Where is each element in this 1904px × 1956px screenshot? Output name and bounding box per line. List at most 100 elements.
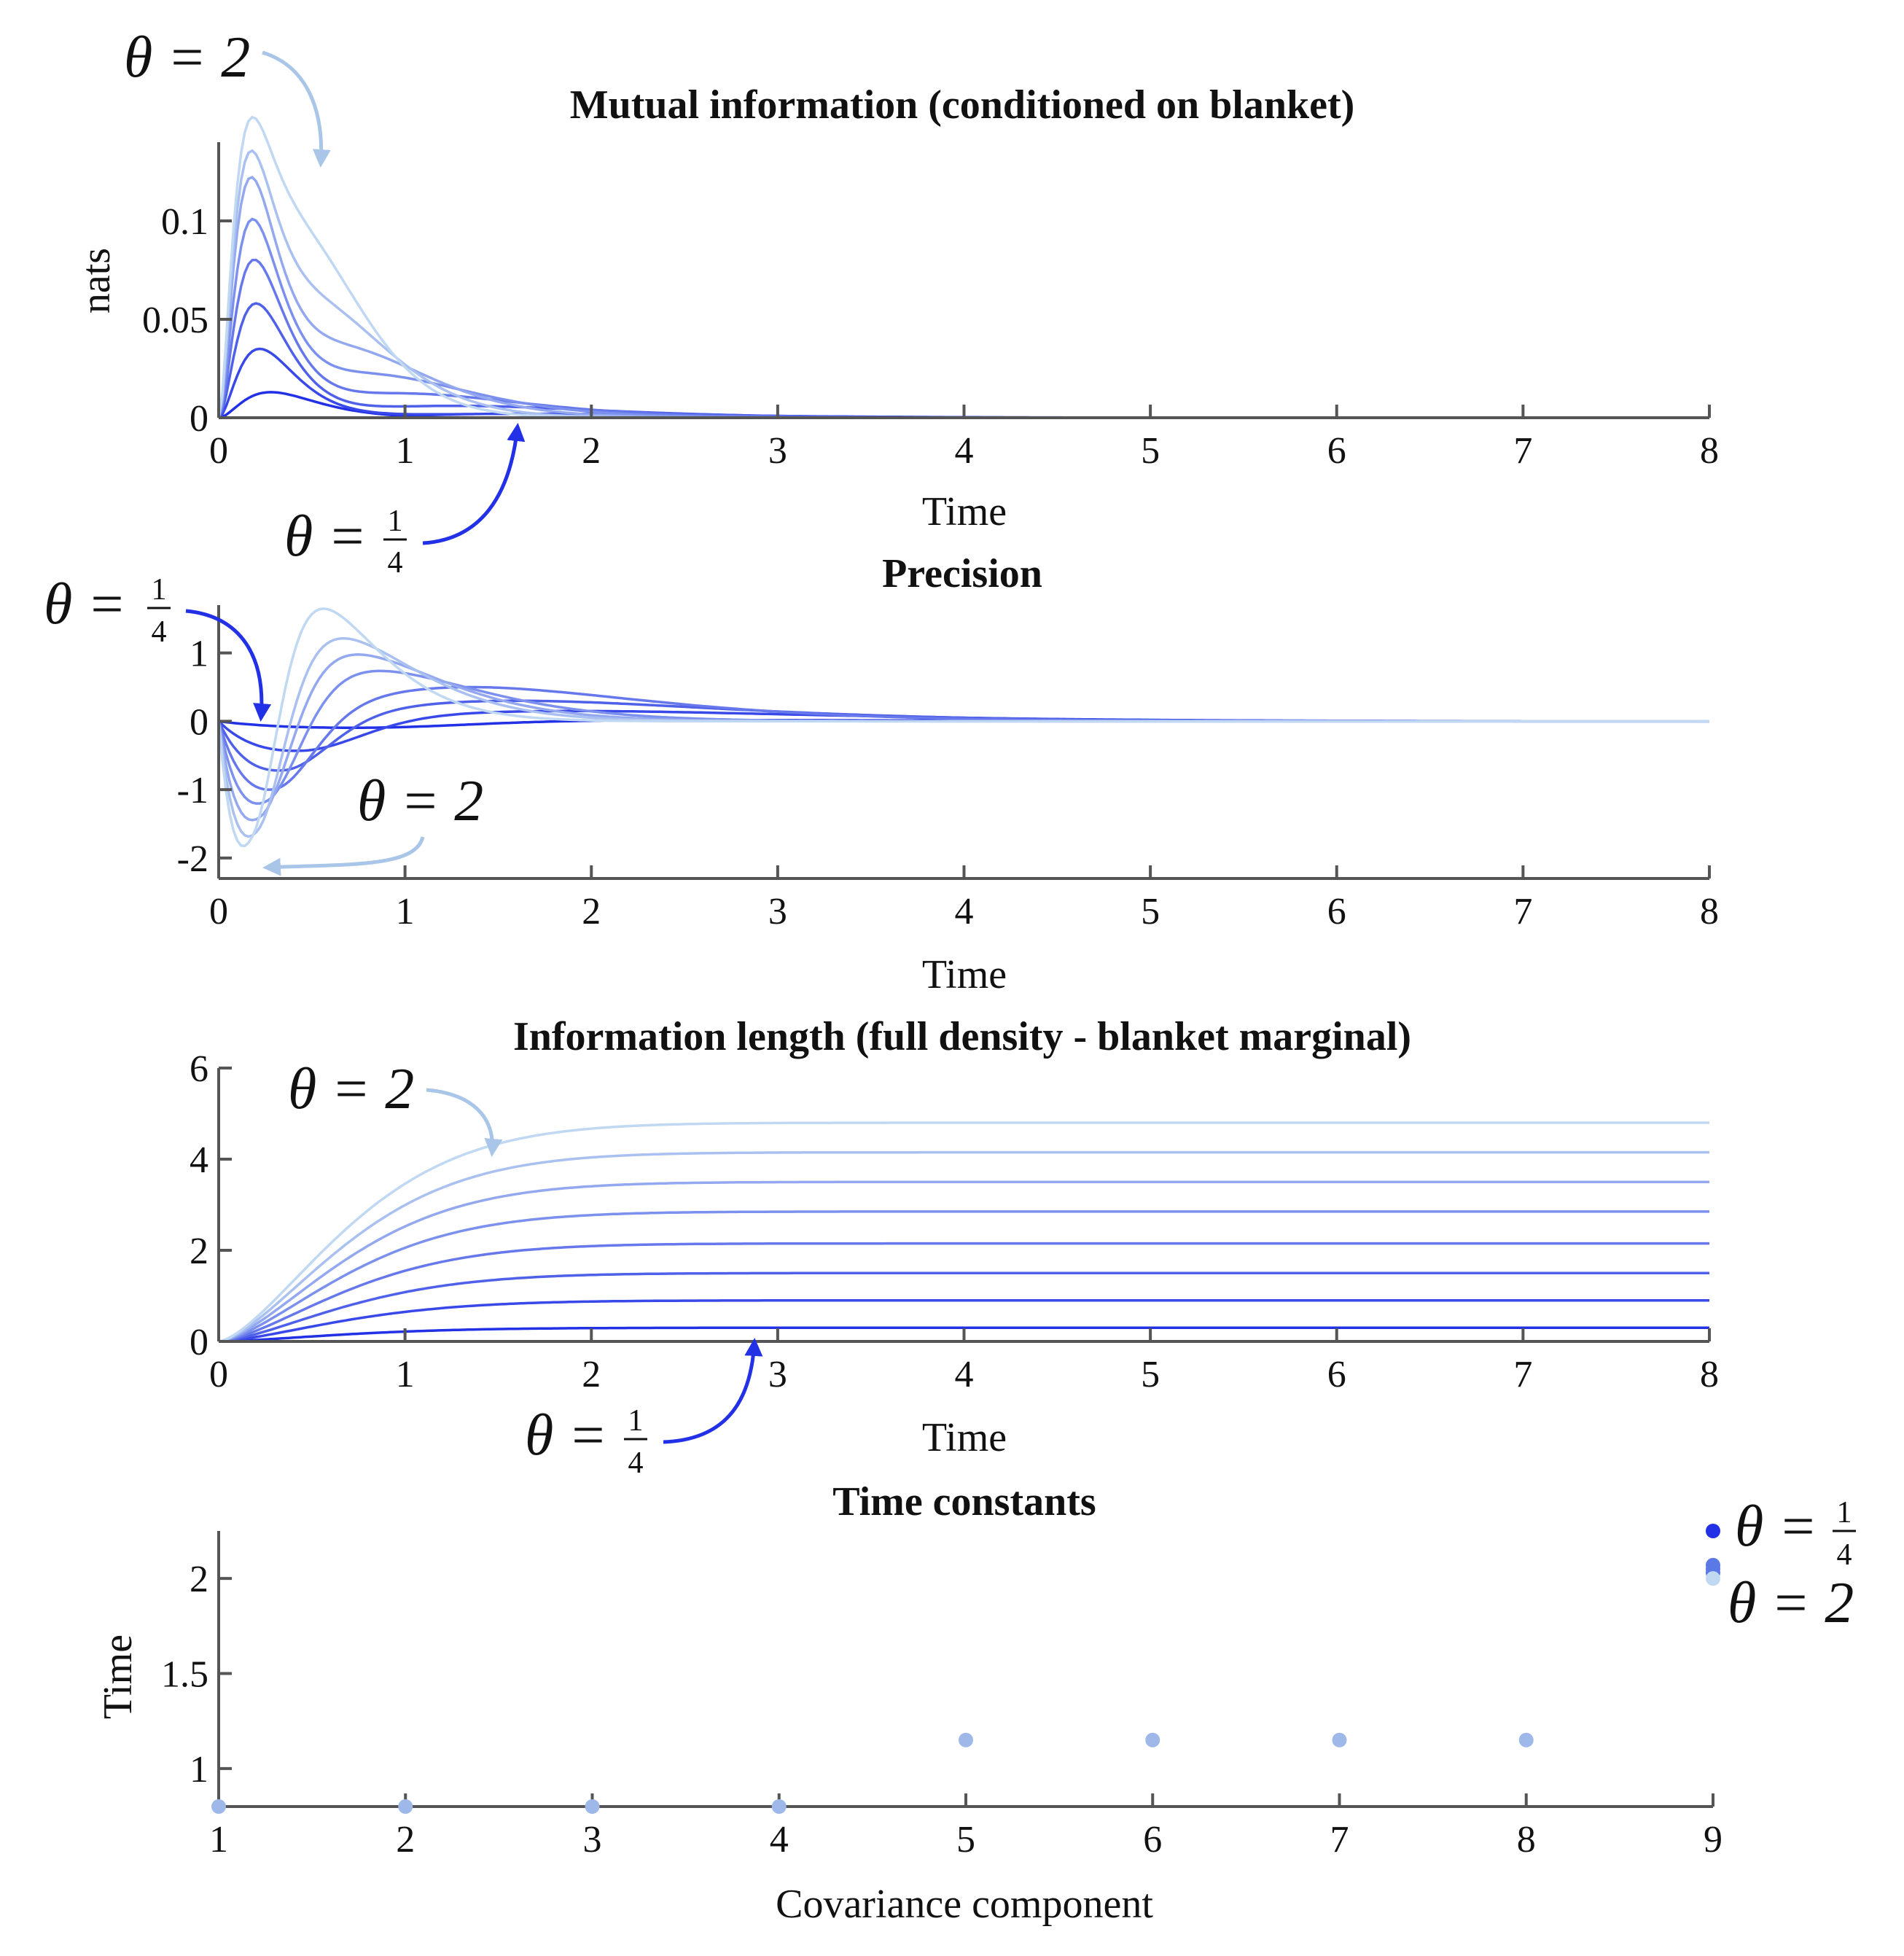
- precision-curves: [217, 607, 1709, 848]
- infolen-x-tick-label: 1: [396, 1354, 415, 1395]
- theta-quarter-label: θ =: [284, 504, 367, 569]
- infolen-x-tick-label: 8: [1700, 1354, 1719, 1395]
- theta-quarter-annotation-3: θ = 1 4: [525, 1338, 763, 1480]
- time-constant-point: [771, 1799, 787, 1814]
- infolen-y-tick-label: 2: [190, 1231, 208, 1272]
- mi-x-tick-label: 6: [1327, 430, 1346, 472]
- timeconst-y-tick-label: 1.5: [161, 1654, 208, 1696]
- time-constant-point: [1145, 1732, 1160, 1747]
- frac-numerator: 1: [628, 1404, 644, 1438]
- timeconst-x-tick-label: 4: [770, 1819, 789, 1860]
- information-length-curves: [218, 1121, 1709, 1343]
- infolen-x-tick-label: 0: [209, 1354, 228, 1395]
- timeconst-y-tick-label: 1: [190, 1749, 208, 1791]
- timeconst-x-tick-label: 3: [583, 1819, 602, 1860]
- timeconst-x-tick-label: 5: [956, 1819, 975, 1860]
- precision-axes: 0 1 2 3 4 5 6 7 8 -2 -1 0 1: [177, 605, 1719, 932]
- mutual-information-axes: 0 1 2 3 4 5 6 7 8 0 0.05 0.1: [142, 142, 1719, 472]
- information-length-xlabel: Time: [922, 1415, 1007, 1460]
- time-constant-point: [1706, 1571, 1720, 1586]
- time-constant-point: [585, 1799, 600, 1814]
- infolen-x-tick-label: 2: [582, 1354, 601, 1395]
- precision-curve: [217, 699, 1709, 772]
- information-length-axes: 0 1 2 3 4 5 6 7 8 0 2 4 6: [190, 1048, 1719, 1395]
- infolen-curve: [218, 1271, 1709, 1343]
- precision-y-tick-label: 1: [190, 634, 208, 675]
- time-constants-ylabel: Time: [95, 1634, 141, 1719]
- theta-two-label: θ = 2: [124, 26, 250, 90]
- information-length-title: Information length (full density - blank…: [513, 1014, 1411, 1059]
- time-constant-point: [959, 1732, 973, 1747]
- mi-x-tick-label: 8: [1700, 430, 1719, 472]
- infolen-y-tick-label: 0: [190, 1322, 208, 1363]
- precision-x-tick-label: 8: [1700, 891, 1719, 932]
- infolen-x-tick-label: 5: [1141, 1354, 1160, 1395]
- timeconst-x-tick-label: 6: [1143, 1819, 1162, 1860]
- precision-x-tick-label: 2: [582, 891, 601, 932]
- frac-numerator: 1: [152, 573, 167, 607]
- precision-title: Precision: [882, 551, 1042, 596]
- infolen-y-tick-label: 6: [190, 1048, 208, 1090]
- precision-x-tick-label: 6: [1327, 891, 1346, 932]
- time-constant-point: [398, 1799, 413, 1814]
- mi-curve: [217, 149, 1709, 419]
- theta-two-label-2: θ = 2: [357, 769, 483, 833]
- frac-numerator: 1: [1837, 1496, 1852, 1530]
- timeconst-x-tick-label: 8: [1517, 1819, 1536, 1860]
- mi-y-tick-label: 0.1: [161, 201, 208, 243]
- precision-y-tick-label: 0: [190, 701, 208, 743]
- precision-xlabel: Time: [922, 952, 1007, 997]
- theta-two-annotation-2: θ = 2: [262, 769, 483, 876]
- precision-x-tick-label: 7: [1513, 891, 1532, 932]
- infolen-curve: [218, 1210, 1709, 1343]
- frac-denominator: 4: [1837, 1538, 1852, 1572]
- infolen-curve: [218, 1242, 1709, 1343]
- time-constants-xlabel: Covariance component: [776, 1882, 1153, 1927]
- time-constants-points: [211, 1524, 1720, 1814]
- arrow-icon: [422, 423, 526, 545]
- infolen-curve: [218, 1299, 1709, 1343]
- precision-x-tick-label: 4: [955, 891, 974, 932]
- mutual-information-xlabel: Time: [922, 489, 1007, 534]
- precision-y-tick-label: -1: [177, 770, 208, 811]
- arrow-icon: [185, 609, 272, 722]
- infolen-y-tick-label: 4: [190, 1139, 208, 1181]
- infolen-x-tick-label: 7: [1513, 1354, 1532, 1395]
- mi-curve: [217, 115, 1709, 419]
- timeconst-x-tick-label: 1: [209, 1819, 228, 1860]
- infolen-x-tick-label: 3: [768, 1354, 787, 1395]
- mutual-information-title: Mutual information (conditioned on blank…: [570, 82, 1355, 128]
- mi-x-tick-label: 5: [1141, 430, 1160, 472]
- infolen-curve: [218, 1150, 1709, 1343]
- theta-quarter-annotation-4: θ = 1 4: [1735, 1495, 1856, 1572]
- theta-quarter-label-4: θ =: [1735, 1495, 1817, 1559]
- precision-y-tick-label: -2: [177, 838, 208, 880]
- theta-quarter-label-2: θ =: [44, 572, 126, 636]
- infolen-x-tick-label: 4: [955, 1354, 974, 1395]
- arrow-icon: [262, 50, 331, 168]
- time-constants-axes: 1 2 3 4 5 6 7 8 9 1 1.5 2: [161, 1531, 1722, 1860]
- theta-quarter-annotation: θ = 1 4: [284, 423, 526, 580]
- mi-x-tick-label: 2: [582, 430, 601, 472]
- time-constant-point: [211, 1799, 226, 1814]
- theta-two-label-3: θ = 2: [288, 1057, 414, 1121]
- timeconst-x-tick-label: 9: [1704, 1819, 1722, 1860]
- infolen-curve: [218, 1326, 1709, 1343]
- mi-y-tick-label: 0: [190, 398, 208, 440]
- frac-denominator: 4: [388, 546, 403, 580]
- mi-curve: [217, 176, 1709, 419]
- frac-denominator: 4: [152, 615, 167, 649]
- arrow-icon: [262, 836, 425, 876]
- theta-quarter-annotation-2: θ = 1 4: [44, 572, 272, 722]
- mutual-information-ylabel: nats: [74, 248, 119, 313]
- infolen-curve: [218, 1121, 1709, 1343]
- time-constant-point: [1518, 1732, 1534, 1747]
- precision-x-tick-label: 0: [209, 891, 228, 932]
- precision-curve: [217, 607, 1709, 848]
- infolen-x-tick-label: 6: [1327, 1354, 1346, 1395]
- theta-quarter-label-3: θ =: [525, 1403, 607, 1468]
- time-constants-panel: Time constants Time Covariance component…: [95, 1479, 1856, 1927]
- frac-denominator: 4: [628, 1446, 644, 1480]
- timeconst-y-tick-label: 2: [190, 1559, 208, 1600]
